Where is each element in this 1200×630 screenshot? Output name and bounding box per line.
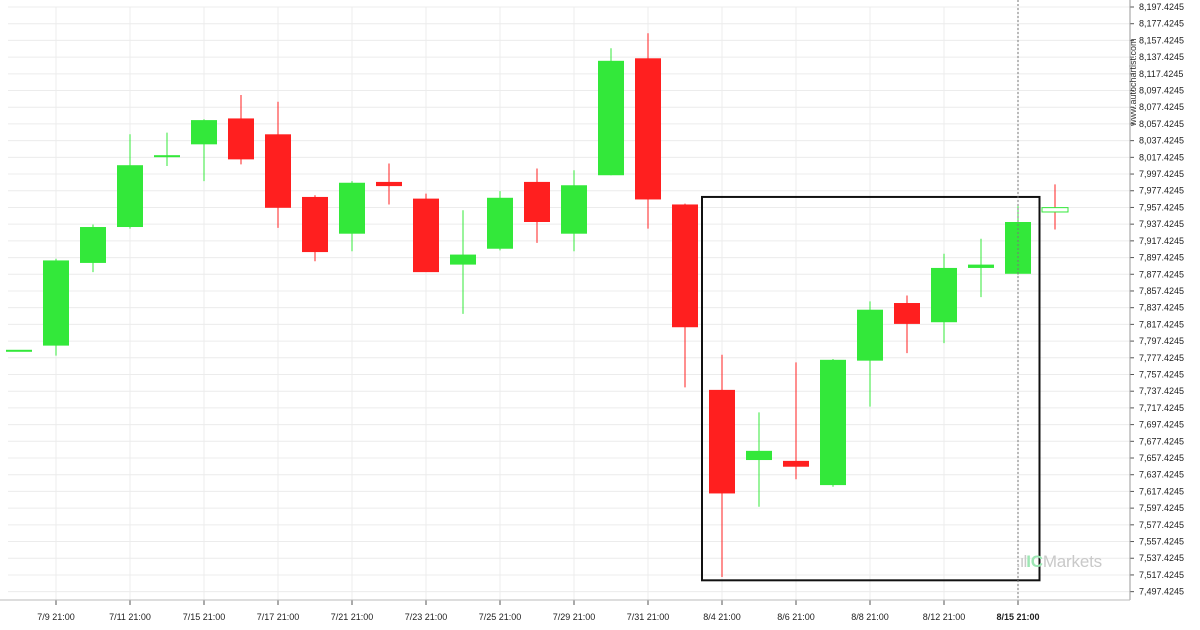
x-tick-label: 8/8 21:00: [851, 612, 889, 622]
y-tick-label: 7,977.4245: [1139, 186, 1184, 196]
y-tick-label: 8,077.4245: [1139, 102, 1184, 112]
candle-body: [487, 197, 513, 249]
candle-body: [43, 260, 69, 346]
brand-ic: IC: [1026, 552, 1043, 571]
candle-body: [524, 181, 550, 223]
y-tick-label: 7,657.4245: [1139, 453, 1184, 463]
y-tick-label: 7,797.4245: [1139, 336, 1184, 346]
y-tick-label: 8,017.4245: [1139, 152, 1184, 162]
y-tick-label: 8,117.4245: [1139, 69, 1183, 79]
candle-body: [1041, 207, 1069, 213]
y-axis: 8,197.4245 8,177.4245 8,157.4245 8,137.4245…: [1129, 0, 1184, 600]
y-tick-label: 7,757.4245: [1139, 369, 1184, 379]
y-tick-label: 7,997.4245: [1139, 169, 1184, 179]
candle-body: [376, 181, 402, 187]
y-tick-label: 7,817.4245: [1139, 319, 1184, 329]
x-axis: 7/9 21:00 7/11 21:00 7/15 21:00 7/17 21:00 7…: [0, 599, 1130, 622]
y-tick-label: 7,597.4245: [1139, 503, 1184, 513]
x-tick-label: 7/17 21:00: [257, 612, 300, 622]
candle-body: [857, 309, 883, 361]
y-tick-label: 7,717.4245: [1139, 403, 1184, 413]
candle-body: [783, 460, 809, 467]
candle-body: [302, 196, 328, 253]
x-tick-label: 8/4 21:00: [703, 612, 741, 622]
y-tick-label: 7,557.4245: [1139, 537, 1184, 547]
y-tick-label: 7,517.4245: [1139, 570, 1184, 580]
y-tick-label: 7,777.4245: [1139, 353, 1184, 363]
y-tick-label: 7,917.4245: [1139, 236, 1184, 246]
y-tick-label: 7,697.4245: [1139, 420, 1184, 430]
y-tick-label: 7,577.4245: [1139, 520, 1184, 530]
y-tick-label: 8,197.4245: [1139, 2, 1184, 12]
brand-bars-icon: .ıl: [1016, 552, 1027, 571]
x-tick-label: 8/12 21:00: [923, 612, 966, 622]
candle-body: [80, 227, 106, 263]
y-tick-label: 7,637.4245: [1139, 470, 1184, 480]
y-tick-label: 7,617.4245: [1139, 486, 1184, 496]
x-tick-label: 7/23 21:00: [405, 612, 448, 622]
candle-body: [413, 198, 439, 273]
grid-lines: [8, 6, 1130, 600]
y-tick-label: 7,537.4245: [1139, 553, 1184, 563]
x-tick-label: 7/25 21:00: [479, 612, 522, 622]
candle-body: [931, 267, 957, 323]
y-tick-label: 8,157.4245: [1139, 35, 1184, 45]
y-tick-label: 7,937.4245: [1139, 219, 1184, 229]
y-tick-label: 7,677.4245: [1139, 436, 1184, 446]
candle-body: [339, 182, 365, 234]
candle-body: [265, 134, 291, 208]
x-tick-label: 7/29 21:00: [553, 612, 596, 622]
candle-body: [191, 120, 217, 145]
candle-body: [6, 349, 32, 352]
y-tick-label: 7,957.4245: [1139, 202, 1184, 212]
candle-body: [561, 185, 587, 234]
watermark-text: www.autochartist.com: [1128, 38, 1138, 126]
brand-logo: .ılICMarkets: [1016, 552, 1102, 572]
x-tick-label: 8/6 21:00: [777, 612, 815, 622]
candle-body: [228, 118, 254, 160]
candle-body: [450, 254, 476, 265]
candles: [6, 33, 1069, 577]
candle-body: [709, 389, 735, 494]
y-tick-label: 8,037.4245: [1139, 136, 1184, 146]
candle-body: [820, 359, 846, 486]
y-tick-label: 7,857.4245: [1139, 286, 1184, 296]
pattern-box: [701, 195, 1041, 582]
x-tick-label: 7/9 21:00: [37, 612, 75, 622]
overlay: [701, 0, 1041, 600]
x-tick-label: 7/11 21:00: [109, 612, 151, 622]
candle-body: [746, 450, 772, 461]
y-tick-label: 8,137.4245: [1139, 52, 1184, 62]
candle-body: [672, 204, 698, 328]
x-tick-label: 8/15 21:00: [996, 612, 1039, 622]
y-tick-label: 8,177.4245: [1139, 19, 1184, 29]
candle-body: [968, 264, 994, 268]
x-tick-label: 7/31 21:00: [627, 612, 670, 622]
y-tick-label: 8,057.4245: [1139, 119, 1184, 129]
x-tick-label: 7/21 21:00: [331, 612, 374, 622]
candle-body: [154, 155, 180, 158]
y-tick-label: 7,737.4245: [1139, 386, 1184, 396]
y-tick-label: 7,897.4245: [1139, 253, 1184, 263]
candle-body: [894, 303, 920, 324]
candle-body: [117, 165, 143, 228]
y-tick-label: 8,097.4245: [1139, 86, 1184, 96]
x-tick-label: 7/15 21:00: [183, 612, 226, 622]
brand-name: Markets: [1042, 552, 1102, 571]
y-tick-label: 7,497.4245: [1139, 587, 1184, 597]
candle-body: [635, 58, 661, 200]
y-tick-label: 7,877.4245: [1139, 269, 1184, 279]
y-tick-label: 7,837.4245: [1139, 303, 1184, 313]
candle-body: [598, 60, 624, 176]
